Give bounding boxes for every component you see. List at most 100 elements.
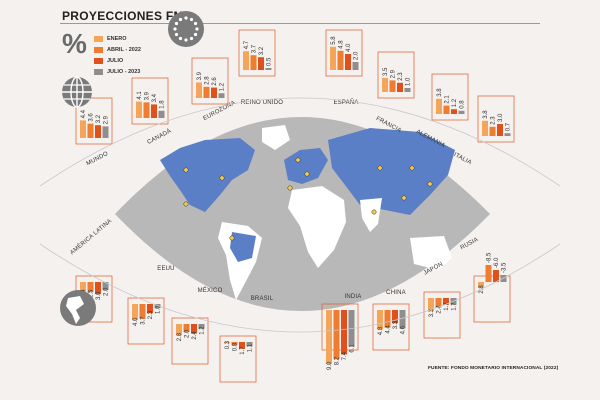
- bar-value-label: 3.7: [252, 44, 258, 53]
- bar: [132, 304, 138, 320]
- bar-value-label: 2.9: [104, 115, 110, 124]
- panel-frame: [127, 297, 165, 345]
- world-map: [160, 125, 455, 300]
- bar: [250, 55, 257, 70]
- bar-value-label: 3.9: [145, 91, 151, 100]
- bar: [80, 120, 86, 138]
- bar-value-label: 1.2: [200, 326, 206, 335]
- bar-value-label: 0.8: [233, 342, 239, 351]
- bar: [330, 46, 336, 70]
- bar: [158, 110, 165, 118]
- bar: [352, 62, 359, 70]
- city-dot: [377, 165, 383, 171]
- country-label: ESPAÑA: [333, 99, 358, 106]
- bar: [87, 282, 94, 292]
- title-rule: [60, 23, 540, 24]
- panel-frame: [191, 57, 229, 105]
- bar: [428, 298, 434, 312]
- country-bar-group: 5.8 4.8 4.02.0: [330, 36, 360, 70]
- bar-value-label: 2.6: [212, 77, 218, 86]
- bar: [458, 110, 465, 114]
- star: [189, 36, 194, 41]
- bar: [345, 54, 351, 70]
- bar-value-label: 0.3: [225, 340, 231, 349]
- bar: [333, 310, 340, 360]
- bar-value-label: 2.5: [89, 289, 95, 298]
- bar-value-label: 3.6: [89, 113, 95, 122]
- bar: [87, 123, 94, 138]
- bar: [95, 125, 101, 138]
- country-bar-group: 4.1 3.9 3.41.8: [136, 91, 166, 118]
- bar: [218, 93, 225, 98]
- bar-value-label: -3.5: [502, 262, 508, 273]
- country-bar-group: 0.3 0.8 1.7 1.1: [224, 340, 254, 355]
- bar-value-label: 3.5: [383, 67, 389, 76]
- country-label: MÉXICO: [198, 287, 223, 294]
- city-dot: [183, 167, 189, 173]
- source-note: FUENTE: FONDO MONETARIO INTERNACIONAL (2…: [428, 366, 559, 371]
- city-dot: [219, 175, 225, 181]
- bar: [102, 282, 109, 290]
- country-label: EEUU: [157, 266, 174, 272]
- panel-frame: [131, 77, 169, 125]
- country-bar-group: 4.7 3.7 3.20.5: [243, 40, 273, 70]
- country-label: CANADÁ: [146, 127, 172, 145]
- panel-frame: [473, 275, 511, 323]
- bar: [265, 68, 272, 70]
- bar-value-label: 0.5: [267, 57, 273, 66]
- country-bar-group: 9.08.27.46.1: [326, 310, 356, 370]
- bar: [489, 126, 496, 136]
- country-label: INDIA: [344, 294, 361, 300]
- country-bar-group: 3.82.1 1.2 0.8: [436, 88, 466, 114]
- country-bar-group: 4.8 4.43.34.6: [377, 310, 407, 335]
- panel-frame: [238, 29, 276, 77]
- bar-value-label: 3.9: [197, 71, 203, 80]
- bar: [326, 310, 332, 364]
- bar: [504, 133, 511, 136]
- bar-value-label: 0.7: [506, 122, 512, 131]
- bar-value-label: 4.4: [386, 325, 392, 334]
- country-label: MUNDO: [86, 151, 110, 167]
- bar: [384, 310, 391, 328]
- bar: [151, 104, 157, 118]
- bar-value-label: 2.3: [148, 310, 154, 319]
- bar-value-label: 2.0: [354, 51, 360, 60]
- bar: [377, 310, 383, 330]
- bar-value-label: 4.0: [133, 317, 139, 326]
- bar-value-label: 3.0: [96, 291, 102, 300]
- bar-value-label: 1.7: [444, 302, 450, 311]
- bar: [143, 102, 150, 118]
- bar-value-label: 8.2: [335, 356, 341, 365]
- legend-label: ENERO: [107, 35, 127, 42]
- city-dot: [287, 185, 293, 191]
- bar-value-label: 2.3: [398, 72, 404, 81]
- bar: [231, 342, 238, 346]
- bar: [95, 282, 101, 294]
- star: [193, 32, 198, 37]
- bottom-arc: [39, 243, 561, 333]
- bar-value-label: -8.5: [487, 252, 493, 263]
- bar-value-label: 2.4: [437, 305, 443, 314]
- panel-frame: [377, 51, 415, 99]
- bar-value-label: 0.8: [460, 100, 466, 109]
- bar: [246, 342, 253, 347]
- star: [193, 21, 198, 26]
- legend-item: ABRIL - 2022: [94, 44, 141, 55]
- bar-value-label: 4.6: [401, 325, 407, 334]
- star: [184, 38, 188, 42]
- bar: [154, 304, 161, 308]
- legend-label: JULIO - 2023: [107, 68, 141, 75]
- panel-frames: [75, 29, 515, 383]
- star: [173, 27, 177, 31]
- bar-value-label: 6.1: [350, 344, 356, 353]
- country-bar-group: 4.0 3.72.31.0: [132, 304, 162, 326]
- continent-australia: [410, 236, 452, 270]
- bar: [243, 51, 249, 70]
- legend-swatch: [94, 35, 103, 42]
- bar-value-label: 1.8: [160, 100, 166, 109]
- star: [178, 36, 183, 41]
- bar-value-label: 5.8: [331, 36, 337, 45]
- bar: [196, 82, 202, 98]
- country-brazil: [230, 232, 256, 262]
